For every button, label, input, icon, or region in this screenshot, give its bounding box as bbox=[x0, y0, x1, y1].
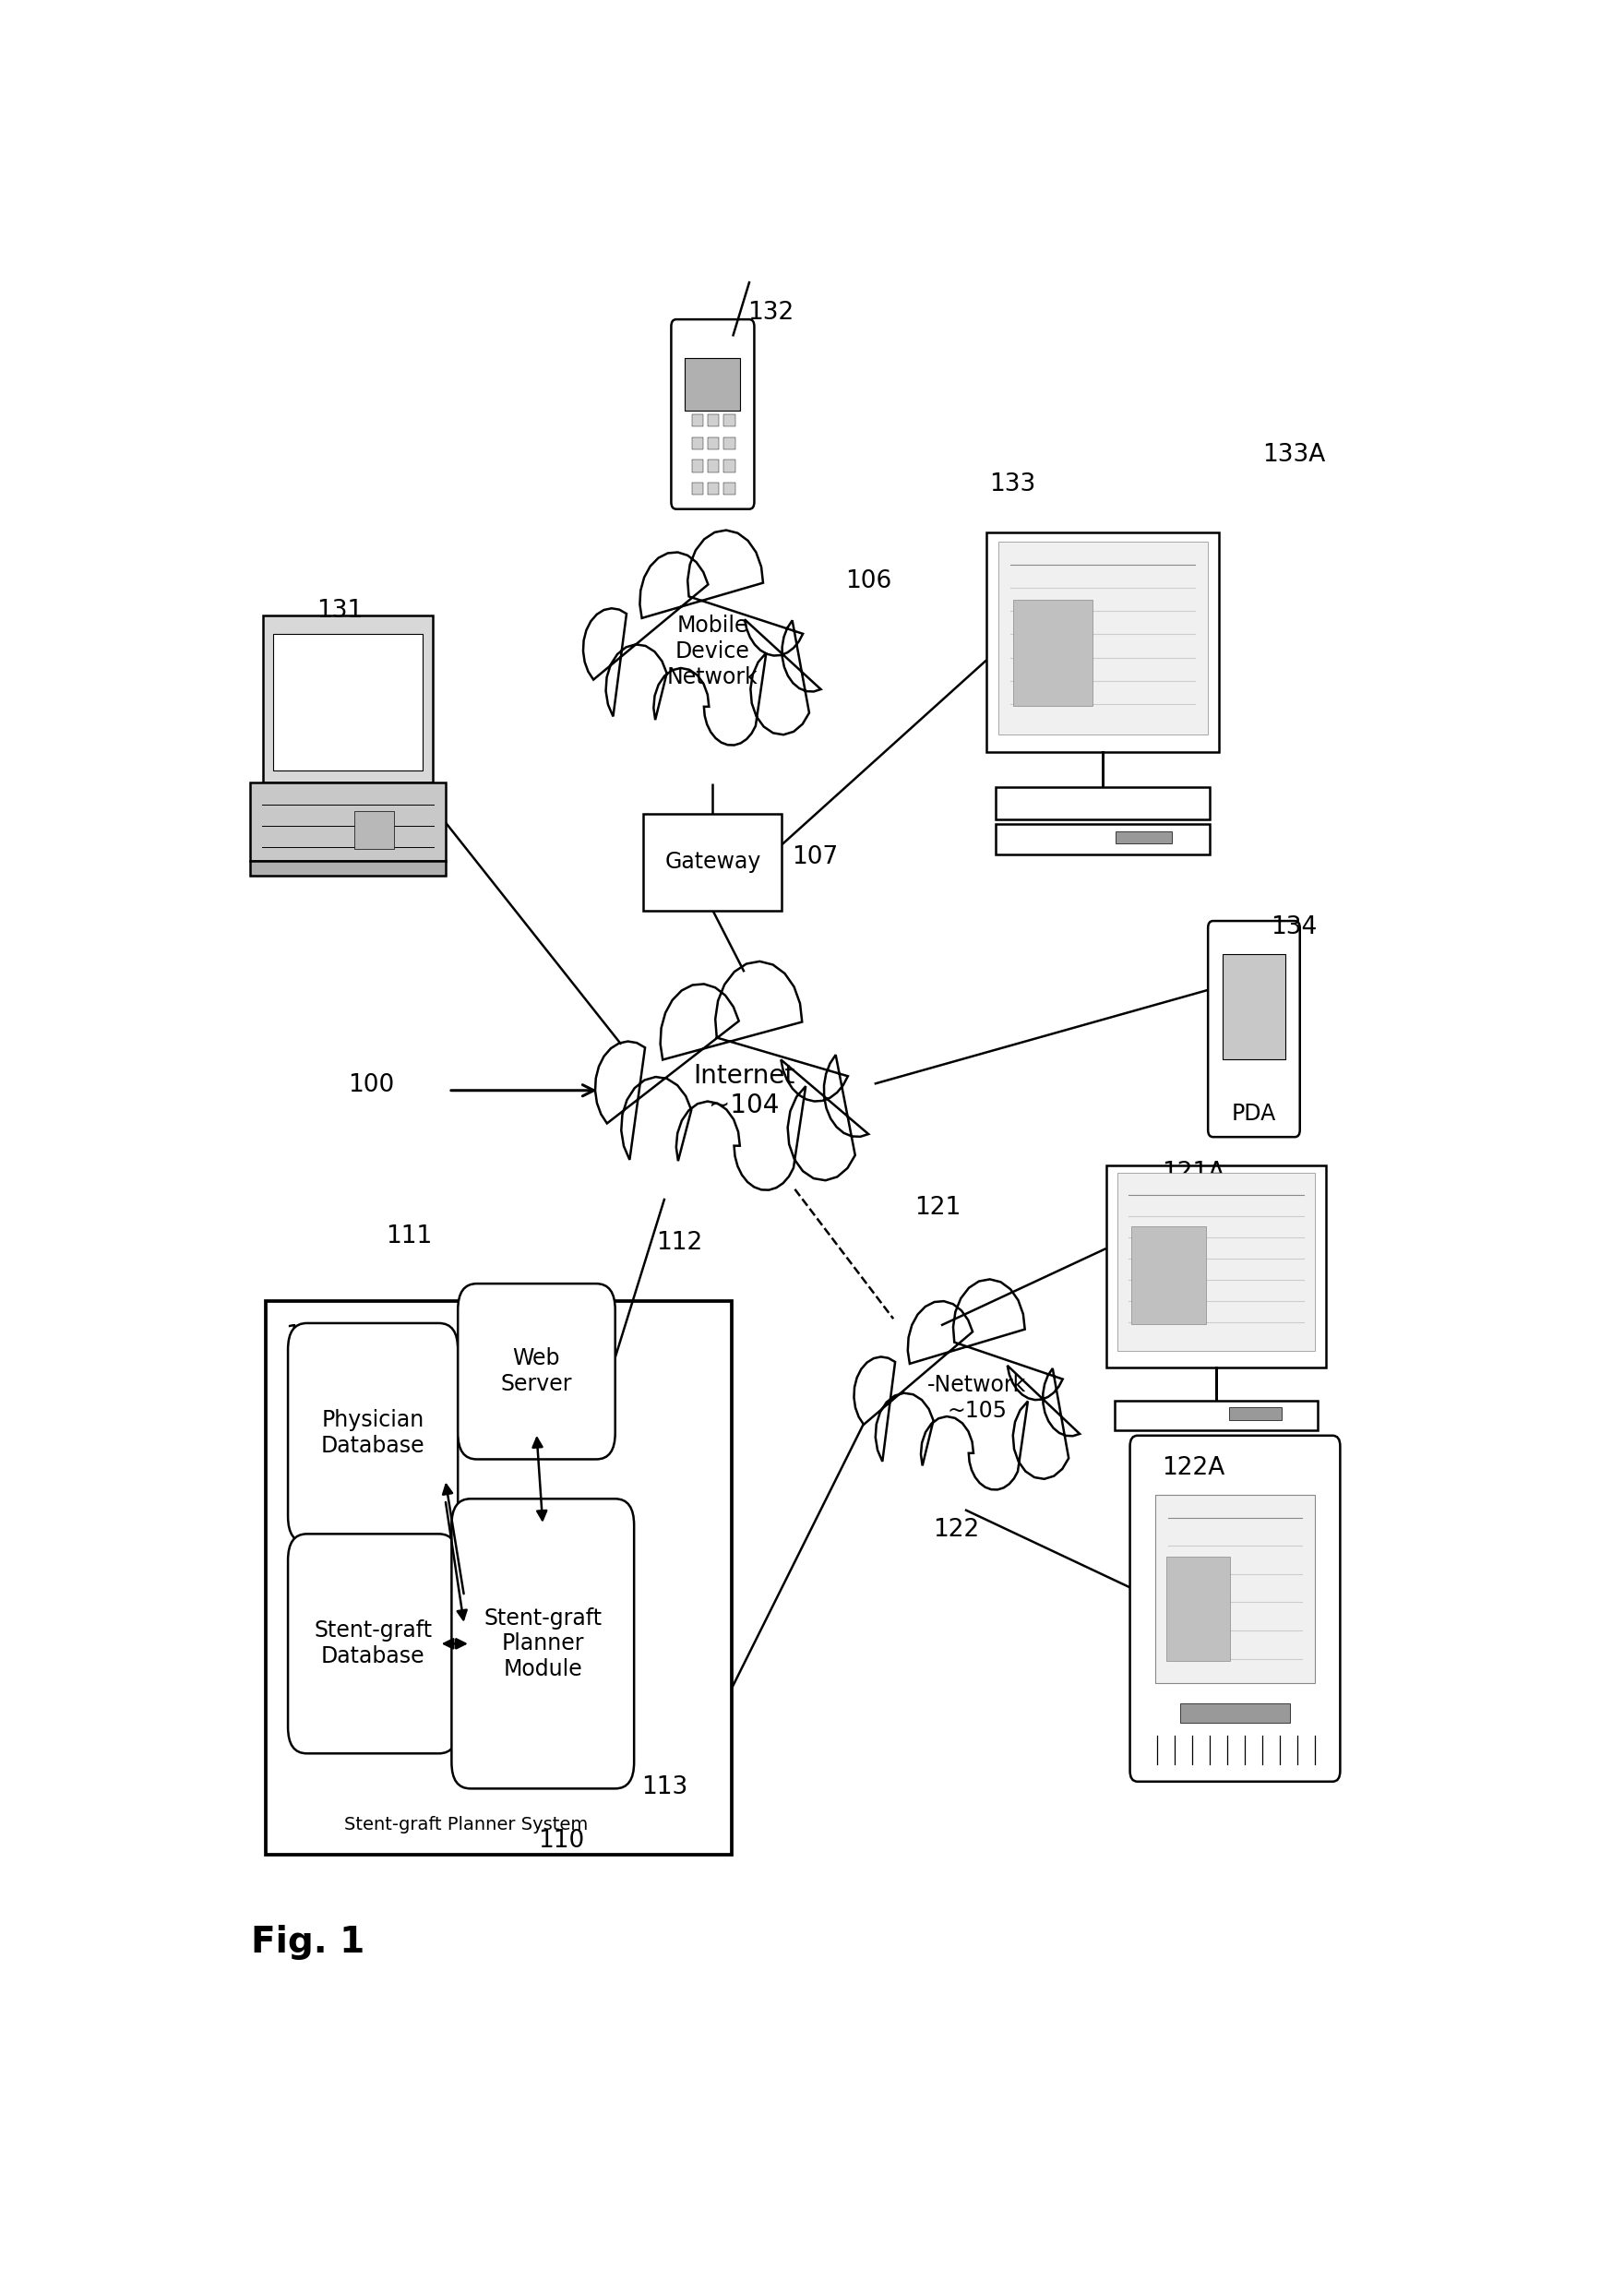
Text: 100: 100 bbox=[348, 1072, 395, 1097]
Text: 113: 113 bbox=[641, 1775, 687, 1800]
FancyBboxPatch shape bbox=[1117, 1172, 1315, 1350]
Text: 133A: 133A bbox=[1263, 443, 1325, 468]
Bar bbox=[692, 461, 703, 472]
FancyBboxPatch shape bbox=[1166, 1558, 1231, 1661]
FancyBboxPatch shape bbox=[451, 1499, 633, 1788]
PathPatch shape bbox=[594, 960, 869, 1191]
Text: Internet
~104: Internet ~104 bbox=[693, 1063, 796, 1118]
FancyBboxPatch shape bbox=[354, 810, 395, 849]
Bar bbox=[708, 461, 719, 472]
FancyBboxPatch shape bbox=[685, 358, 741, 411]
Text: 134: 134 bbox=[1270, 915, 1317, 940]
PathPatch shape bbox=[583, 529, 820, 746]
FancyBboxPatch shape bbox=[250, 782, 445, 862]
FancyBboxPatch shape bbox=[1130, 1435, 1340, 1781]
Text: 121: 121 bbox=[914, 1195, 960, 1220]
Text: PDA: PDA bbox=[1231, 1102, 1276, 1125]
FancyBboxPatch shape bbox=[999, 541, 1208, 734]
FancyBboxPatch shape bbox=[273, 634, 422, 771]
FancyBboxPatch shape bbox=[1208, 922, 1299, 1136]
Bar bbox=[724, 484, 736, 495]
FancyBboxPatch shape bbox=[1114, 1401, 1317, 1430]
Text: 110: 110 bbox=[539, 1829, 585, 1852]
PathPatch shape bbox=[854, 1280, 1080, 1489]
Text: Gateway: Gateway bbox=[664, 851, 762, 874]
Text: 122A: 122A bbox=[1163, 1455, 1224, 1480]
Bar bbox=[724, 438, 736, 449]
FancyBboxPatch shape bbox=[287, 1533, 458, 1754]
Bar bbox=[708, 438, 719, 449]
Text: 107: 107 bbox=[793, 844, 838, 869]
FancyBboxPatch shape bbox=[1116, 830, 1173, 844]
FancyBboxPatch shape bbox=[1106, 1166, 1327, 1366]
Text: Stent-graft
Database: Stent-graft Database bbox=[313, 1620, 432, 1667]
Bar bbox=[692, 484, 703, 495]
Text: 106: 106 bbox=[844, 568, 892, 593]
Text: Stent-graft Planner System: Stent-graft Planner System bbox=[344, 1816, 588, 1834]
FancyBboxPatch shape bbox=[1181, 1704, 1289, 1722]
FancyBboxPatch shape bbox=[266, 1300, 732, 1854]
Text: -Network
~105: -Network ~105 bbox=[927, 1373, 1026, 1421]
Bar bbox=[724, 461, 736, 472]
Bar bbox=[708, 484, 719, 495]
FancyBboxPatch shape bbox=[996, 787, 1210, 819]
Text: 131: 131 bbox=[317, 600, 362, 623]
FancyBboxPatch shape bbox=[1223, 953, 1285, 1058]
Text: Stent-graft
Planner
Module: Stent-graft Planner Module bbox=[484, 1606, 603, 1681]
FancyBboxPatch shape bbox=[996, 823, 1210, 853]
Text: Web
Server: Web Server bbox=[500, 1348, 572, 1396]
Bar bbox=[708, 415, 719, 427]
FancyBboxPatch shape bbox=[458, 1284, 615, 1460]
Bar bbox=[692, 415, 703, 427]
FancyBboxPatch shape bbox=[250, 862, 445, 876]
FancyBboxPatch shape bbox=[1013, 600, 1093, 705]
Text: 112: 112 bbox=[656, 1232, 703, 1255]
Text: 133: 133 bbox=[989, 472, 1036, 497]
FancyBboxPatch shape bbox=[986, 534, 1220, 753]
Text: Fig. 1: Fig. 1 bbox=[250, 1925, 364, 1959]
Text: Mobile
Device
Network: Mobile Device Network bbox=[667, 614, 758, 689]
Bar bbox=[724, 415, 736, 427]
Bar bbox=[692, 438, 703, 449]
FancyBboxPatch shape bbox=[671, 319, 754, 509]
FancyBboxPatch shape bbox=[263, 616, 432, 782]
Text: 121A: 121A bbox=[1163, 1161, 1224, 1184]
Text: 111: 111 bbox=[385, 1225, 432, 1248]
Text: 132: 132 bbox=[749, 301, 794, 324]
FancyBboxPatch shape bbox=[1130, 1227, 1207, 1325]
FancyBboxPatch shape bbox=[1155, 1494, 1315, 1683]
FancyBboxPatch shape bbox=[1229, 1407, 1281, 1419]
FancyBboxPatch shape bbox=[643, 814, 783, 910]
Text: 114: 114 bbox=[284, 1325, 331, 1348]
FancyBboxPatch shape bbox=[287, 1323, 458, 1542]
Text: Physician
Database: Physician Database bbox=[322, 1410, 425, 1458]
Text: 122: 122 bbox=[932, 1517, 979, 1542]
